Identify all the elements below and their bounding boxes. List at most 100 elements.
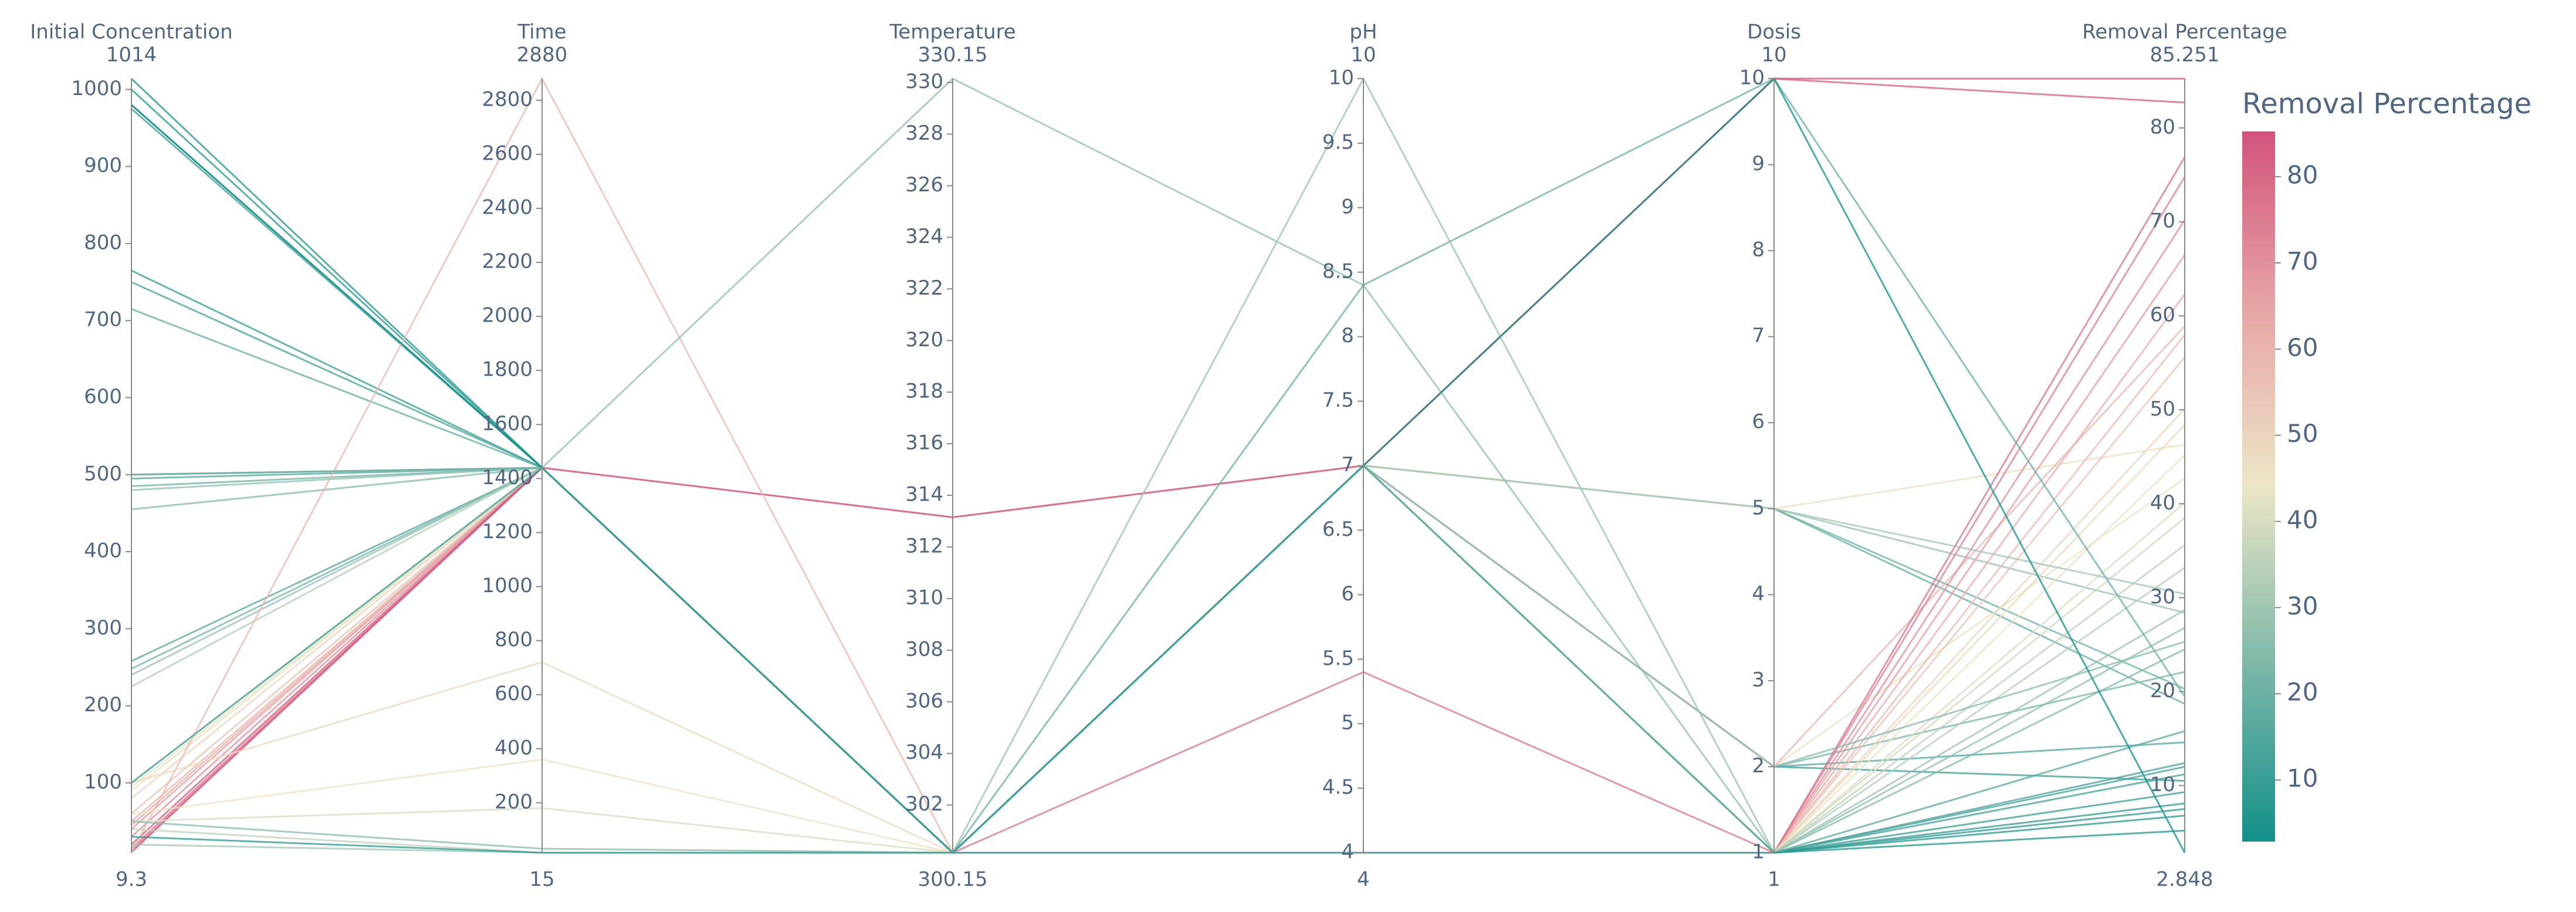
tick-label: 50 [2150,397,2175,421]
range-min: 4 [1357,868,1370,891]
record-line [131,464,2185,854]
tick-label: 20 [2150,679,2175,702]
tick-label: 312 [905,534,943,558]
tick-label: 328 [905,121,943,145]
tick-label: 300 [84,616,122,640]
tick-label: 2 [1752,754,1765,778]
tick-label: 700 [84,308,122,332]
tick-label: 3 [1752,668,1765,691]
tick-label: 9.5 [1322,130,1354,154]
tick-label: 318 [905,380,943,403]
tick-label: 1000 [71,77,122,100]
tick-label: 316 [905,431,943,455]
colorbar-tick-label: 50 [2287,419,2318,448]
record-line [130,219,2186,854]
tick-label: 2000 [482,304,533,327]
tick-label: 1 [1752,840,1765,864]
tick-label: 8 [1341,324,1354,347]
axis-title: Removal Percentage [2082,21,2287,44]
tick-label: 200 [495,790,533,813]
tick-label: 324 [905,225,943,248]
record-line [131,424,2186,854]
tick-label: 5.5 [1322,647,1354,670]
record-line [130,156,2186,854]
colorbar-tick-label: 70 [2287,246,2318,275]
record-line [130,176,2186,854]
range-max: 10 [1761,43,1786,67]
tick-label: 30 [2150,585,2175,609]
tick-label: 4 [1341,840,1354,864]
range-min: 9.3 [116,868,147,891]
colorbar-tick-label: 40 [2287,505,2318,534]
tick-label: 330 [905,70,943,93]
axis-title: Time [517,21,566,44]
colorbar-tick-label: 30 [2287,592,2318,620]
tick-label: 2600 [482,141,533,165]
range-min: 15 [529,868,554,891]
tick-label: 326 [905,173,943,197]
tick-label: 310 [905,586,943,609]
tick-label: 6 [1341,582,1354,606]
tick-label: 10 [2150,773,2175,796]
tick-label: 9 [1341,195,1354,218]
range-min: 2.848 [2156,868,2213,891]
tick-label: 1000 [482,574,533,597]
tick-label: 2200 [482,250,533,273]
colorbar-tick-label: 80 [2287,161,2318,190]
range-min: 300.15 [918,868,988,891]
tick-label: 320 [905,328,943,352]
record-line [131,77,2186,854]
tick-label: 302 [905,792,943,816]
tick-label: 2400 [482,195,533,219]
tick-label: 4.5 [1322,776,1354,799]
tick-label: 1800 [482,358,533,381]
tick-label: 800 [495,628,533,651]
tick-label: 6 [1752,410,1765,434]
tick-label: 500 [84,462,122,485]
tick-label: 2800 [482,87,533,111]
tick-label: 600 [84,385,122,408]
tick-label: 308 [905,637,943,661]
tick-label: 8.5 [1322,259,1354,283]
tick-label: 70 [2150,210,2175,233]
colorbar-tick-label: 10 [2287,764,2318,792]
tick-label: 80 [2150,116,2175,139]
range-min: 1 [1768,868,1780,891]
range-max: 10 [1350,43,1376,67]
tick-label: 100 [84,770,122,793]
tick-label: 400 [84,539,122,563]
tick-label: 8 [1752,238,1765,262]
tick-label: 7.5 [1322,389,1354,412]
record-line [131,408,2186,854]
tick-label: 60 [2150,303,2175,327]
axis-title: Initial Concentration [30,21,232,44]
tick-label: 4 [1752,582,1765,606]
record-line [131,356,2186,854]
range-max: 1014 [106,43,157,67]
tick-label: 306 [905,689,943,712]
record-line [131,308,2185,854]
range-max: 2880 [517,43,568,67]
tick-label: 314 [905,483,943,506]
tick-label: 5 [1752,496,1765,519]
records [130,76,2186,854]
axis-title: Temperature [889,21,1015,44]
tick-label: 1400 [482,466,533,489]
record-line [131,77,2185,854]
tick-label: 7 [1752,324,1765,347]
tick-label: 600 [495,682,533,705]
tick-label: 1600 [482,412,533,435]
tick-label: 7 [1341,453,1354,477]
colorbar-title: Removal Percentage [2242,87,2531,120]
record-line [131,808,2185,854]
range-max: 330.15 [918,43,988,67]
tick-label: 10 [1329,66,1354,90]
tick-label: 10 [1739,66,1765,90]
tick-label: 800 [84,231,122,254]
tick-label: 400 [495,736,533,759]
tick-label: 322 [905,276,943,300]
tick-label: 5 [1341,711,1354,735]
colorbar-tick-label: 20 [2287,678,2318,707]
record-line [131,454,2186,854]
